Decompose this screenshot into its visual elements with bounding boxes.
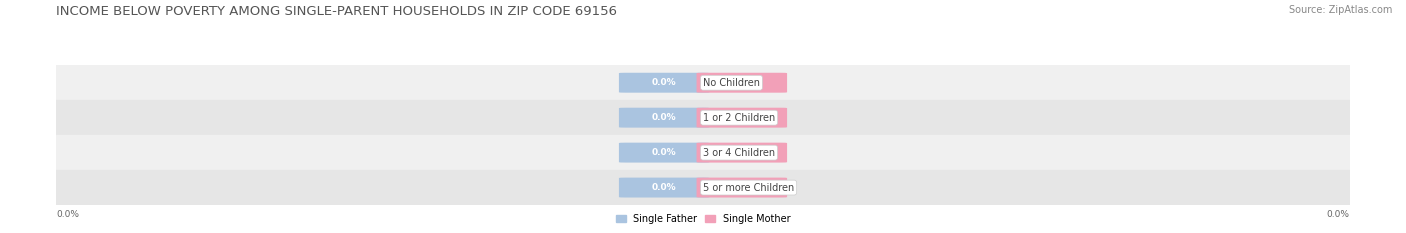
Bar xyxy=(56,100,1350,135)
Text: 0.0%: 0.0% xyxy=(730,113,754,122)
FancyBboxPatch shape xyxy=(619,178,710,198)
Text: 5 or more Children: 5 or more Children xyxy=(703,183,794,192)
Text: 3 or 4 Children: 3 or 4 Children xyxy=(703,148,775,158)
Bar xyxy=(56,65,1350,100)
Legend: Single Father, Single Mother: Single Father, Single Mother xyxy=(612,210,794,228)
Text: 0.0%: 0.0% xyxy=(56,210,79,219)
Text: 0.0%: 0.0% xyxy=(730,78,754,87)
Text: INCOME BELOW POVERTY AMONG SINGLE-PARENT HOUSEHOLDS IN ZIP CODE 69156: INCOME BELOW POVERTY AMONG SINGLE-PARENT… xyxy=(56,5,617,18)
Text: No Children: No Children xyxy=(703,78,761,88)
Text: Source: ZipAtlas.com: Source: ZipAtlas.com xyxy=(1288,5,1392,15)
Bar xyxy=(56,170,1350,205)
FancyBboxPatch shape xyxy=(696,143,787,163)
FancyBboxPatch shape xyxy=(619,143,710,163)
Text: 0.0%: 0.0% xyxy=(652,78,676,87)
Text: 0.0%: 0.0% xyxy=(652,148,676,157)
FancyBboxPatch shape xyxy=(696,108,787,128)
FancyBboxPatch shape xyxy=(619,73,710,93)
Text: 0.0%: 0.0% xyxy=(730,148,754,157)
Text: 1 or 2 Children: 1 or 2 Children xyxy=(703,113,775,123)
Text: 0.0%: 0.0% xyxy=(652,183,676,192)
Bar xyxy=(56,135,1350,170)
FancyBboxPatch shape xyxy=(696,178,787,198)
Text: 0.0%: 0.0% xyxy=(730,183,754,192)
Text: 0.0%: 0.0% xyxy=(652,113,676,122)
FancyBboxPatch shape xyxy=(619,108,710,128)
FancyBboxPatch shape xyxy=(696,73,787,93)
Text: 0.0%: 0.0% xyxy=(1327,210,1350,219)
